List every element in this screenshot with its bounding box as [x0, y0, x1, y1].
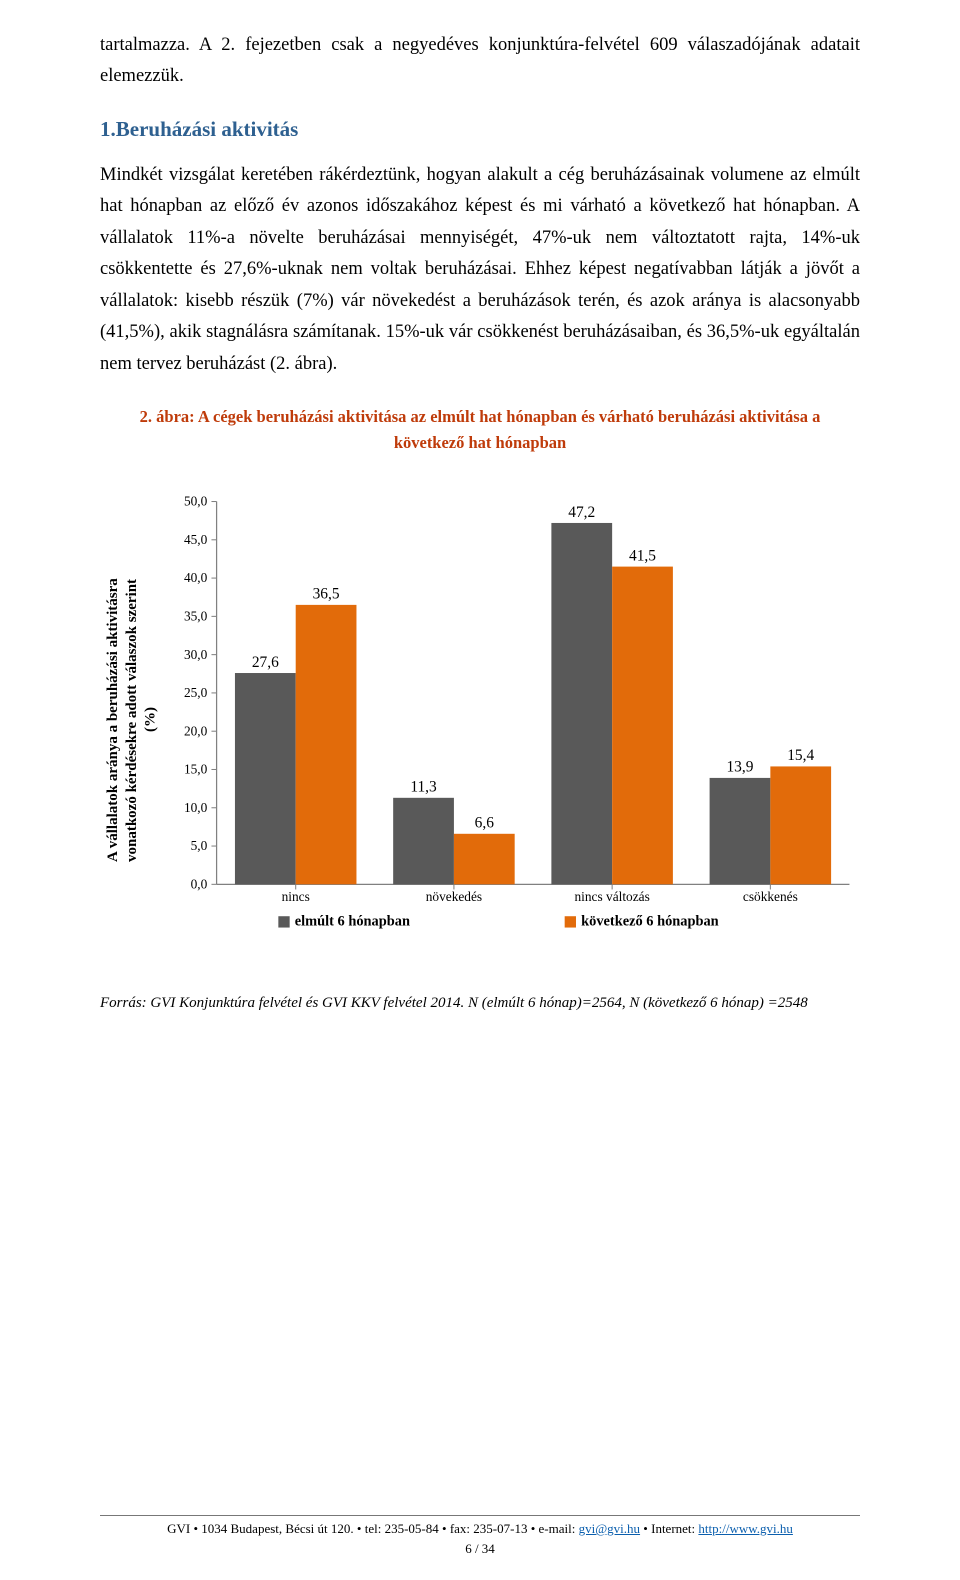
- footer-org: GVI: [167, 1521, 190, 1536]
- footer-fax-label: fax:: [450, 1521, 470, 1536]
- svg-text:36,5: 36,5: [313, 586, 340, 603]
- svg-text:11,3: 11,3: [411, 779, 438, 796]
- footer-address: 1034 Budapest, Bécsi út 120.: [201, 1521, 353, 1536]
- svg-text:5,0: 5,0: [191, 838, 208, 853]
- svg-text:15,4: 15,4: [787, 747, 814, 764]
- footer-sep: •: [643, 1521, 651, 1536]
- footer-sep: •: [442, 1521, 450, 1536]
- section-1-body: Mindkét vizsgálat keretében rákérdeztünk…: [100, 160, 860, 380]
- footer-email-label: e-mail:: [539, 1521, 576, 1536]
- svg-text:6,6: 6,6: [475, 815, 495, 832]
- svg-text:41,5: 41,5: [629, 547, 656, 564]
- footer-sep: •: [531, 1521, 539, 1536]
- svg-text:nincs: nincs: [282, 889, 310, 904]
- svg-text:27,6: 27,6: [252, 654, 279, 671]
- svg-text:csökkenés: csökkenés: [743, 889, 798, 904]
- section-1-heading: 1.Beruházási aktivitás: [100, 117, 860, 142]
- svg-text:40,0: 40,0: [184, 570, 208, 585]
- svg-text:0,0: 0,0: [191, 877, 208, 892]
- page-number: 6 / 34: [465, 1541, 495, 1556]
- chart-y-axis-label: A vállalatok aránya a beruházási aktivit…: [100, 570, 160, 870]
- svg-text:13,9: 13,9: [727, 759, 754, 776]
- footer-sep: •: [357, 1521, 365, 1536]
- svg-text:növekedés: növekedés: [426, 889, 482, 904]
- svg-text:elmúlt 6 hónapban: elmúlt 6 hónapban: [295, 914, 410, 930]
- svg-text:25,0: 25,0: [184, 685, 208, 700]
- svg-text:45,0: 45,0: [184, 532, 208, 547]
- footer-tel: 235-05-84: [385, 1521, 439, 1536]
- figure-2-caption: 2. ábra: A cégek beruházási aktivitása a…: [120, 404, 840, 455]
- page-footer: GVI • 1034 Budapest, Bécsi út 120. • tel…: [100, 1515, 860, 1558]
- svg-text:20,0: 20,0: [184, 723, 208, 738]
- svg-text:10,0: 10,0: [184, 800, 208, 815]
- figure-2-source: Forrás: GVI Konjunktúra felvétel és GVI …: [100, 992, 860, 1015]
- svg-text:50,0: 50,0: [184, 494, 208, 509]
- footer-email-link[interactable]: gvi@gvi.hu: [579, 1521, 640, 1536]
- svg-text:nincs változás: nincs változás: [575, 889, 650, 904]
- svg-text:15,0: 15,0: [184, 762, 208, 777]
- footer-tel-label: tel:: [365, 1521, 382, 1536]
- intro-paragraph: tartalmazza. A 2. fejezetben csak a negy…: [100, 30, 860, 93]
- figure-2-chart: A vállalatok aránya a beruházási aktivit…: [100, 483, 860, 956]
- chart-svg: 0,0 5,0 10,0 15,0 20,0 25,0 30,0 35,0 40,0 45,0 50…: [160, 483, 860, 956]
- svg-text:30,0: 30,0: [184, 647, 208, 662]
- svg-text:47,2: 47,2: [569, 504, 596, 521]
- svg-text:következő 6 hónapban: következő 6 hónapban: [581, 914, 719, 930]
- footer-internet-link[interactable]: http://www.gvi.hu: [698, 1521, 793, 1536]
- svg-text:35,0: 35,0: [184, 609, 208, 624]
- footer-internet-label: Internet:: [651, 1521, 695, 1536]
- footer-fax: 235-07-13: [473, 1521, 527, 1536]
